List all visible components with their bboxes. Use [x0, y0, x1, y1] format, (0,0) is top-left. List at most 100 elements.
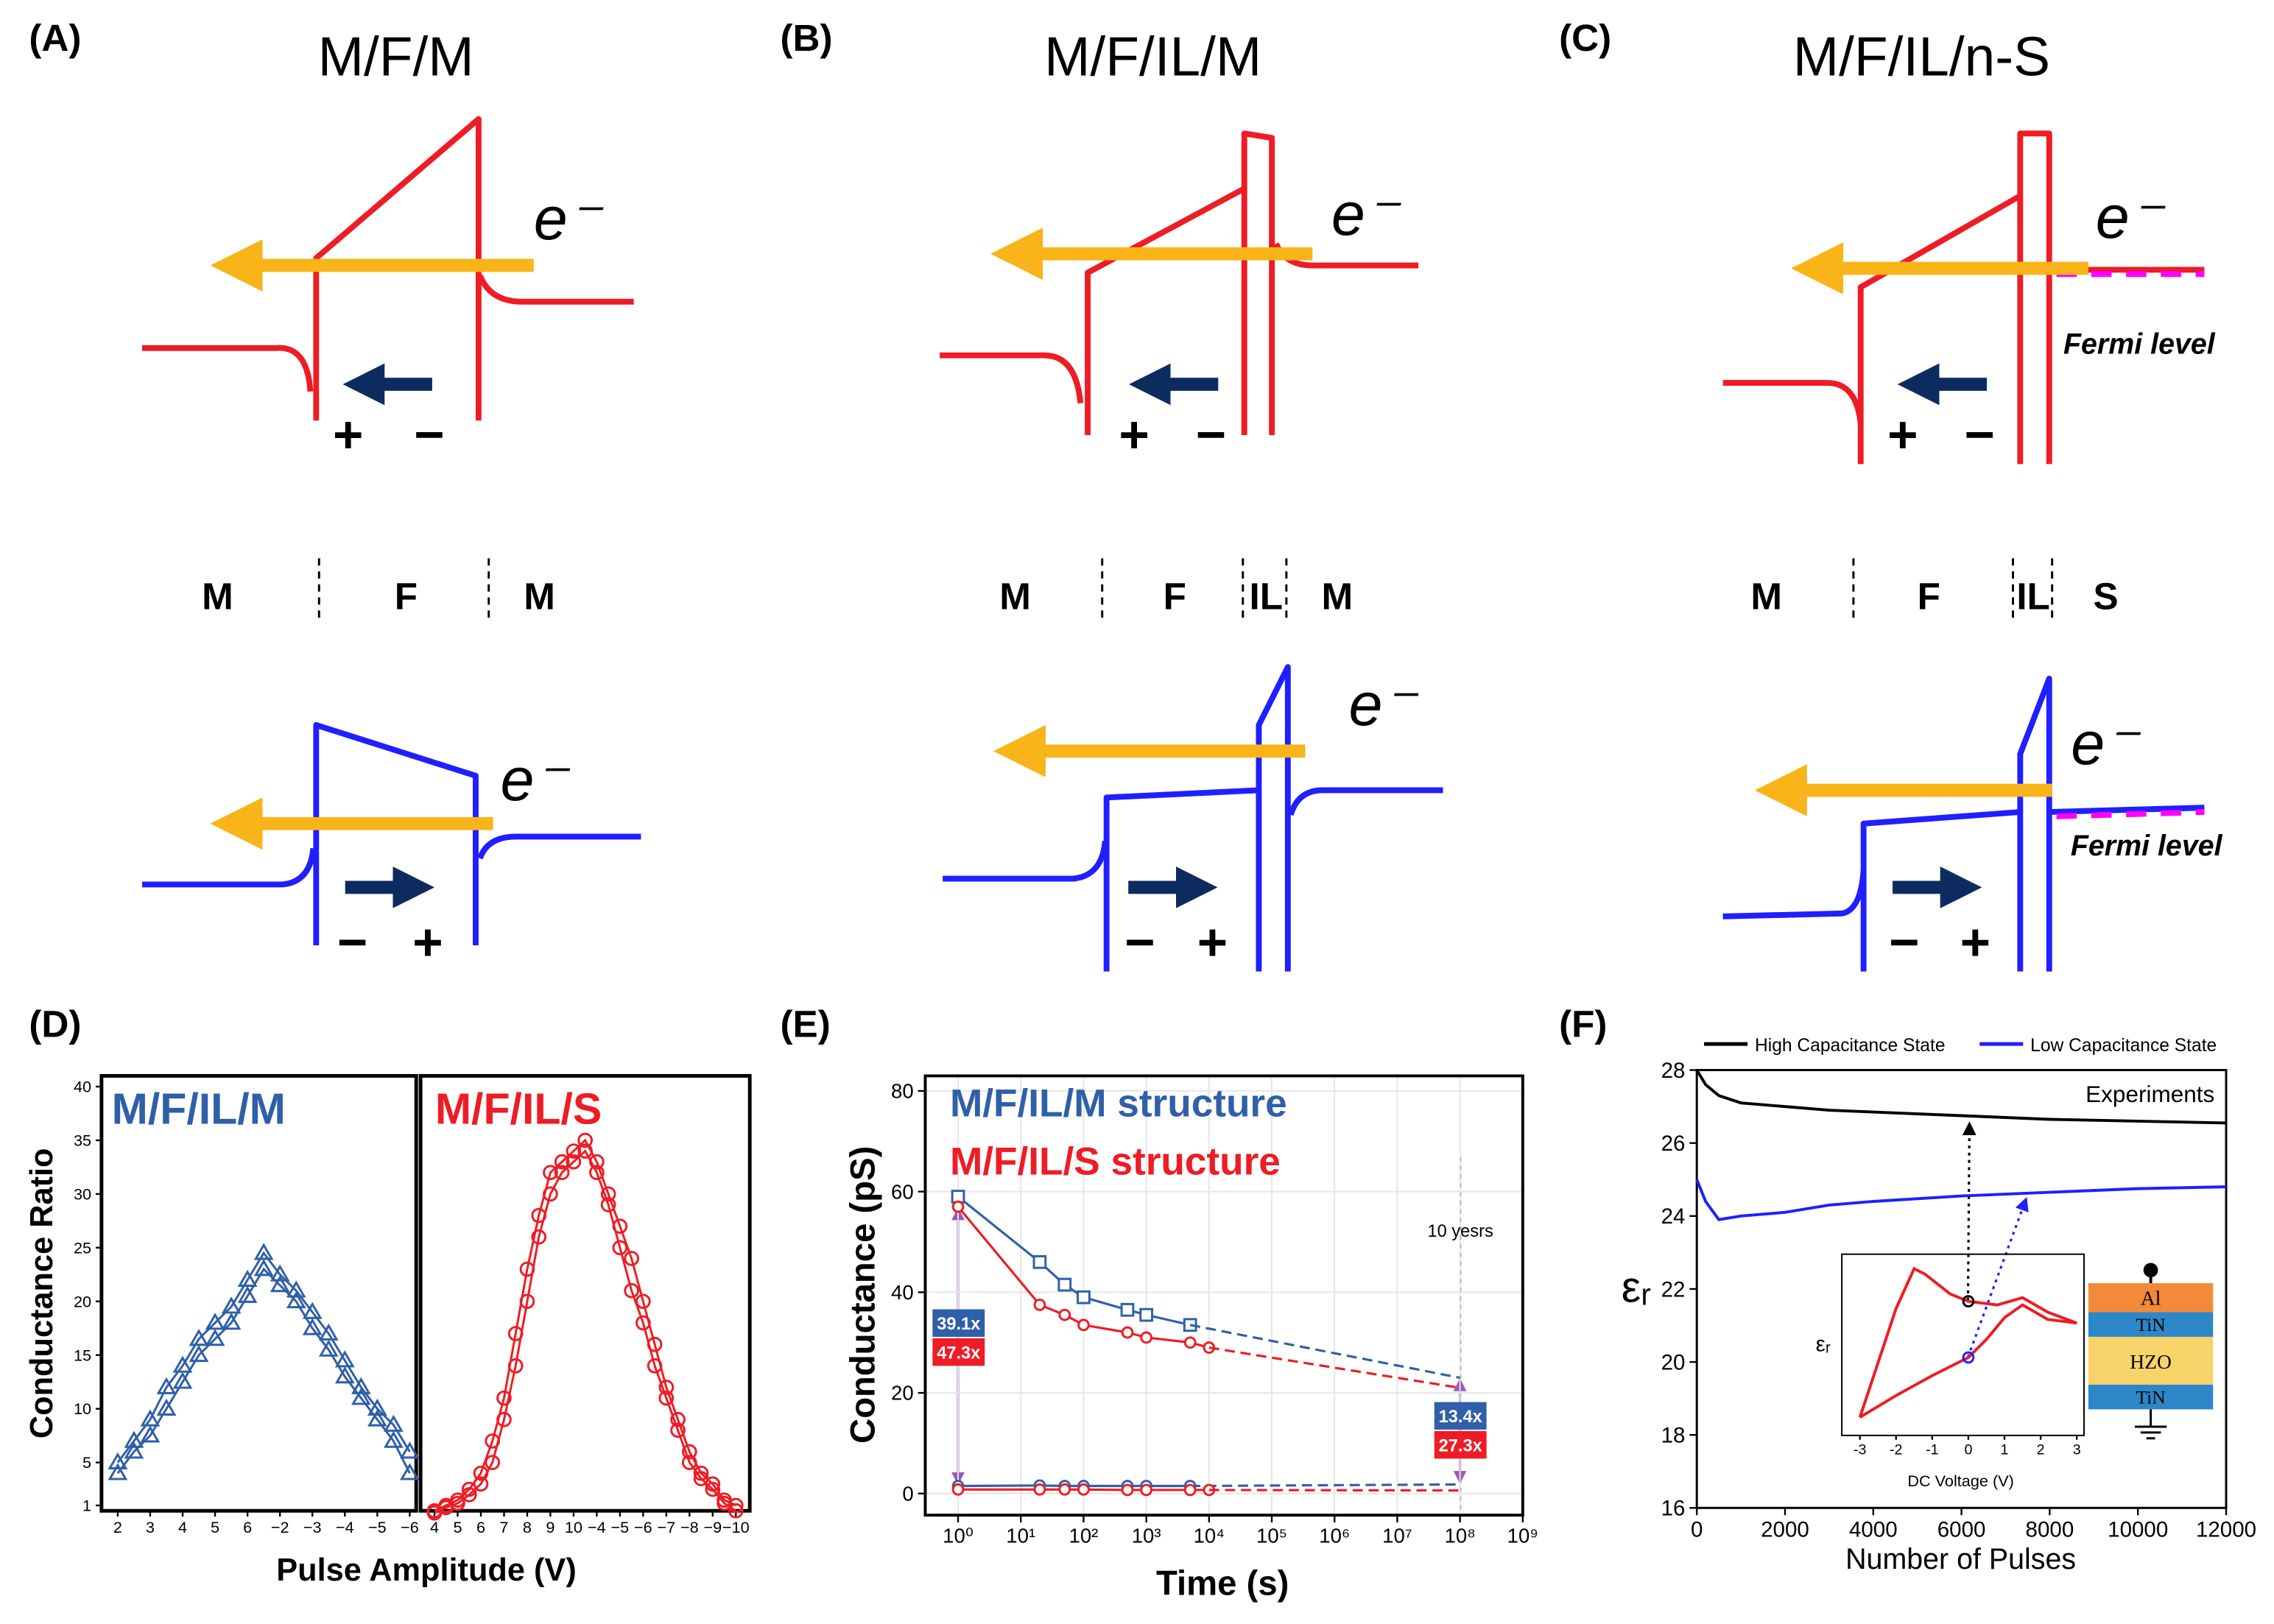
marker: [367, 1398, 387, 1416]
x-tick-label: −5: [611, 1518, 630, 1536]
x-tick-label: -2: [1890, 1441, 1903, 1458]
band: [1857, 193, 2024, 465]
charge-label: +: [333, 406, 363, 465]
y-tick-label: 15: [74, 1346, 91, 1364]
charge-label: −: [1965, 406, 1995, 465]
marker: [1140, 1331, 1153, 1344]
y-tick-label: 35: [74, 1131, 91, 1150]
x-tick-label: 10⁰: [943, 1525, 974, 1547]
band: [940, 352, 1084, 403]
marker: [221, 1296, 242, 1314]
fermi-label: Fermi level: [2063, 328, 2216, 361]
marker: [270, 1275, 290, 1293]
band: [313, 721, 479, 946]
band: [2049, 805, 2205, 815]
region-label: M: [1750, 575, 1782, 617]
y-tick-label: 20: [1661, 1350, 1686, 1374]
band: [2017, 130, 2052, 465]
electron-label: e⁻: [534, 184, 604, 253]
x-tick-label: 9: [546, 1518, 555, 1536]
x-tick-label: −10: [722, 1518, 750, 1536]
marker: [221, 1313, 242, 1330]
marker: [566, 1154, 582, 1170]
x-tick-label: 6000: [1937, 1518, 1986, 1542]
marker: [624, 1282, 639, 1299]
marker: [351, 1388, 371, 1405]
panel-letter: (D): [29, 1003, 81, 1045]
plot-frame: [1841, 1253, 2085, 1436]
x-tick-label: 10000: [2108, 1518, 2168, 1542]
x-tick-label: 10⁶: [1319, 1525, 1350, 1547]
y-tick-label: 80: [891, 1080, 914, 1103]
marker: [473, 1476, 489, 1492]
marker: [286, 1280, 306, 1298]
charge-label: −: [337, 914, 367, 972]
x-tick-label: −3: [303, 1518, 322, 1536]
panel-letter: (A): [29, 17, 81, 59]
marker: [334, 1366, 355, 1384]
link-arrow: [1962, 1121, 1976, 1301]
marker: [600, 1197, 616, 1212]
marker: [636, 1293, 651, 1310]
plot-frame: [1695, 1069, 2228, 1509]
legend-label: M/F/IL/S structure: [950, 1140, 1281, 1183]
marker: [600, 1186, 616, 1202]
charge-label: −: [414, 406, 444, 465]
x-tick-label: 2: [113, 1518, 122, 1536]
x-tick-label: −5: [368, 1518, 387, 1536]
marker: [189, 1344, 209, 1363]
x-tick-label: −4: [336, 1518, 354, 1536]
region-label: M: [524, 575, 555, 617]
x-tick-label: 8: [523, 1518, 532, 1536]
band: [142, 345, 314, 392]
marker: [156, 1398, 177, 1416]
x-tick-label: 10⁵: [1256, 1525, 1287, 1547]
marker: [124, 1441, 144, 1459]
x-tick-label: 0: [1964, 1441, 1972, 1458]
panel-title: M/F/IL/M: [1044, 26, 1261, 88]
x-tick-label: 10⁸: [1445, 1525, 1476, 1547]
band-diagram-b: [940, 130, 1443, 972]
region-label: F: [395, 575, 418, 617]
x-tick-label: 2000: [1761, 1518, 1809, 1542]
state-point: [1962, 1351, 1975, 1364]
marker: [367, 1409, 387, 1427]
x-tick-label: 3: [146, 1518, 155, 1536]
marker: [951, 1200, 965, 1213]
marker: [302, 1302, 323, 1319]
y-tick-label: 20: [891, 1382, 914, 1405]
device-stack: Al TiN HZO TiN: [2088, 1263, 2214, 1440]
axis-label: Conductance Ratio: [24, 1148, 60, 1439]
panel-letter: (C): [1559, 17, 1611, 59]
series-line: [1189, 1324, 1460, 1380]
y-tick-label: 60: [891, 1180, 914, 1203]
y-tick-label: 1: [82, 1497, 91, 1515]
layer: [2088, 1336, 2214, 1385]
marker: [1058, 1483, 1071, 1496]
axis-label: εᵣ: [1816, 1332, 1831, 1357]
marker: [612, 1240, 628, 1256]
marker: [334, 1350, 355, 1368]
region-label: M: [999, 575, 1031, 617]
marker: [543, 1165, 558, 1181]
x-tick-label: -3: [1854, 1441, 1867, 1458]
x-tick-label: 0: [1691, 1518, 1703, 1542]
y-tick-label: 30: [74, 1185, 91, 1203]
charge-label: +: [1119, 406, 1149, 465]
marker: [172, 1355, 193, 1373]
charge-label: +: [412, 914, 443, 972]
charge-label: +: [1960, 914, 1990, 972]
x-tick-label: 10⁹: [1507, 1525, 1538, 1547]
fermi-label: Fermi level: [2071, 830, 2223, 862]
marker: [1077, 1483, 1090, 1496]
charge-label: −: [1124, 914, 1155, 972]
series-line: [116, 1251, 411, 1464]
marker: [189, 1329, 209, 1346]
marker: [951, 1483, 965, 1496]
x-tick-label: −7: [657, 1518, 675, 1536]
region-label: F: [1164, 575, 1186, 617]
marker: [140, 1425, 161, 1443]
fermi-level: [2056, 809, 2205, 819]
marker: [589, 1165, 605, 1181]
